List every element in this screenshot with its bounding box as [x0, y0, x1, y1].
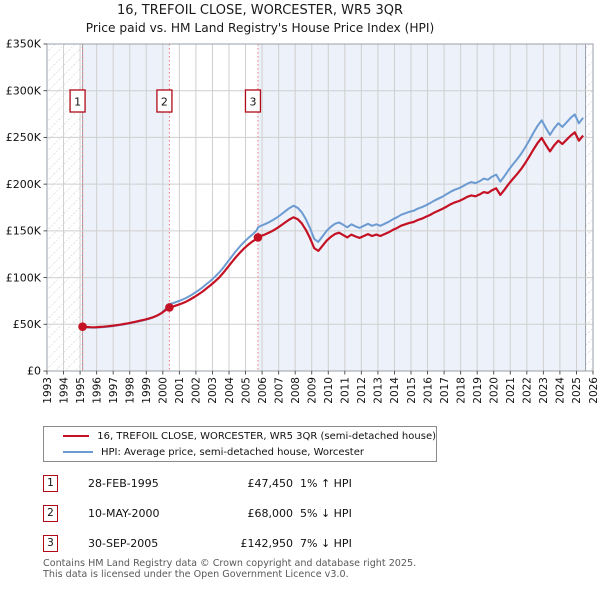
- x-axis-tick-label: 2021: [505, 377, 517, 404]
- x-axis-tick-label: 2018: [455, 377, 467, 404]
- x-axis-tick-label: 2013: [373, 377, 385, 404]
- plot-frame: [46, 43, 594, 372]
- sale-marker-dot: [253, 233, 263, 242]
- x-axis-tick-label: 1999: [141, 377, 153, 404]
- legend-row-property: 16, TREFOIL CLOSE, WORCESTER, WR5 3QR (s…: [44, 430, 436, 443]
- x-axis-tick-label: 1995: [75, 377, 87, 404]
- y-axis-tick-label: £300K: [6, 84, 42, 97]
- page-title: 16, TREFOIL CLOSE, WORCESTER, WR5 3QR: [116, 3, 404, 18]
- x-axis-tick-label: 1998: [125, 377, 137, 404]
- x-axis-tick-label: 2024: [555, 377, 567, 404]
- price-chart: 1 2 3 £0 £50K £100K £150K £200K £250K £300K £350K 1…: [6, 38, 600, 404]
- footer-licence: This data is licensed under the Open Gov…: [43, 569, 349, 580]
- y-axis-tick-label: £50K: [13, 318, 42, 331]
- x-axis-tick-label: 2001: [174, 377, 186, 404]
- x-axis-tick-label: 2020: [489, 377, 501, 404]
- x-axis-tick-label: 2023: [538, 377, 550, 404]
- sale-marker-dot: [78, 322, 87, 331]
- sale-1-number-badge: 1: [43, 474, 58, 492]
- sale-marker-number: 1: [74, 95, 81, 108]
- sale-marker-box: [244, 89, 262, 113]
- sale-3-price: £142,950: [240, 536, 294, 550]
- y-axis-tick-label: £200K: [6, 178, 42, 191]
- sale-marker-box: [69, 89, 86, 113]
- x-axis-tick-label: 1996: [91, 377, 103, 404]
- x-axis-tick-label: 2026: [588, 377, 600, 404]
- x-axis-tick-label: 2016: [422, 377, 434, 404]
- sale-3-hpi-diff: 7% ↓ HPI: [300, 536, 352, 550]
- x-axis-tick-label: 2019: [472, 377, 484, 404]
- sale-2-number-badge: 2: [43, 504, 58, 522]
- x-axis-tick-label: 1993: [42, 377, 54, 404]
- sale-1-price: £47,450: [247, 476, 294, 490]
- x-axis-tick-label: 1997: [108, 377, 120, 404]
- y-axis-tick-label: £0: [27, 365, 41, 378]
- legend-row-hpi: HPI: Average price, semi-detached house,…: [44, 446, 436, 459]
- sale-2-hpi-diff: 5% ↓ HPI: [300, 506, 352, 520]
- x-axis-tick-label: 2022: [522, 377, 534, 404]
- x-axis-tick-label: 2006: [257, 377, 269, 404]
- legend-property-label: 16, TREFOIL CLOSE, WORCESTER, WR5 3QR (s…: [97, 430, 436, 442]
- x-axis-tick-label: 2007: [273, 377, 285, 404]
- x-axis-tick-label: 1994: [58, 377, 70, 404]
- sale-row-1: 1 28-FEB-1995 £47,450 1% ↑ HPI: [43, 474, 352, 492]
- sale-2-date: 10-MAY-2000: [88, 506, 160, 520]
- property-line-swatch: [63, 435, 90, 437]
- x-axis-tick-label: 2002: [191, 377, 203, 404]
- footer-copyright: Contains HM Land Registry data © Crown c…: [43, 558, 417, 569]
- sale-marker-number: 3: [249, 95, 256, 108]
- x-axis-tick-label: 2017: [439, 377, 451, 404]
- x-axis-tick-label: 2000: [158, 377, 170, 404]
- x-axis-tick-label: 2014: [389, 377, 401, 404]
- x-axis-tick-label: 2011: [340, 377, 352, 404]
- y-axis-tick-label: £100K: [6, 271, 42, 284]
- x-axis-tick-label: 2003: [207, 377, 219, 404]
- hpi-line-swatch: [63, 451, 93, 453]
- x-axis-tick-label: 2004: [224, 377, 236, 404]
- sale-1-date: 28-FEB-1995: [88, 476, 159, 490]
- x-axis-tick-label: 2005: [240, 377, 252, 404]
- page-subtitle: Price paid vs. HM Land Registry's House …: [85, 21, 435, 35]
- y-axis-tick-label: £150K: [6, 225, 42, 238]
- x-axis-tick-label: 2009: [307, 377, 319, 404]
- sale-3-number-badge: 3: [43, 534, 58, 552]
- x-axis-tick-label: 2025: [571, 377, 583, 404]
- sale-row-3: 3 30-SEP-2005 £142,950 7% ↓ HPI: [43, 534, 352, 552]
- legend: 16, TREFOIL CLOSE, WORCESTER, WR5 3QR (s…: [43, 426, 437, 462]
- sale-row-2: 2 10-MAY-2000 £68,000 5% ↓ HPI: [43, 504, 352, 522]
- x-axis-tick-label: 2008: [290, 377, 302, 404]
- no-data-hatch-region: [585, 44, 593, 371]
- sale-3-date: 30-SEP-2005: [88, 536, 159, 550]
- legend-hpi-label: HPI: Average price, semi-detached house,…: [101, 446, 364, 458]
- sale-marker-number: 2: [161, 95, 168, 108]
- sale-2-price: £68,000: [247, 506, 294, 520]
- sale-marker-box: [156, 89, 173, 113]
- x-axis-tick-label: 2010: [323, 377, 335, 404]
- y-axis-tick-label: £350K: [6, 38, 42, 51]
- sale-marker-dot: [165, 303, 174, 312]
- x-axis-tick-label: 2012: [356, 377, 368, 404]
- y-axis-tick-label: £250K: [6, 131, 42, 144]
- x-axis-tick-label: 2015: [406, 377, 418, 404]
- sale-1-hpi-diff: 1% ↑ HPI: [300, 476, 352, 490]
